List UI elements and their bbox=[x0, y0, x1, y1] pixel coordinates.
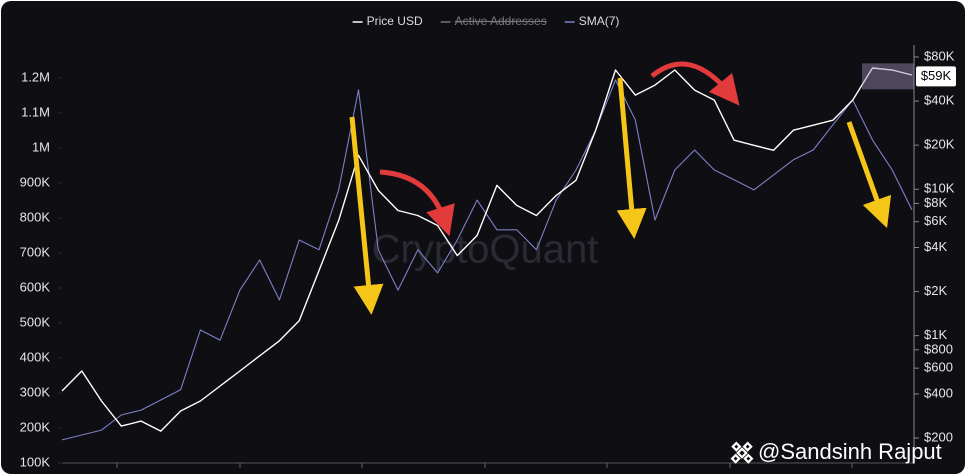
y-tick-label: 1.2M bbox=[21, 69, 50, 84]
y-tick-label: 200K bbox=[20, 419, 51, 434]
red-arrow bbox=[650, 61, 740, 106]
watermark: CryptoQuant bbox=[372, 228, 599, 272]
yellow-arrow bbox=[616, 77, 647, 239]
yellow-arrow bbox=[349, 116, 384, 315]
y2-tick-label: $2K bbox=[924, 283, 947, 298]
y2-tick-label: $8K bbox=[924, 195, 947, 210]
y-tick-label: 900K bbox=[20, 174, 51, 189]
credit-text: @Sandsinh Rajput bbox=[758, 439, 942, 464]
y2-tick-label: $80K bbox=[924, 48, 955, 63]
y-tick-label: 400K bbox=[20, 349, 51, 364]
y2-tick-label: $40K bbox=[924, 93, 955, 108]
series-line bbox=[61, 67, 913, 432]
y2-tick-label: $4K bbox=[924, 239, 947, 254]
plot-area: 100K 200K 300K 400K 500K 600K 700K 800K 900K 1M 1.… bbox=[20, 48, 955, 469]
yellow-arrow bbox=[846, 121, 892, 229]
y2-tick-label: $10K bbox=[924, 181, 955, 196]
y2-tick-label: $800 bbox=[924, 341, 953, 356]
annotations bbox=[349, 61, 892, 315]
price-highlight bbox=[862, 63, 914, 90]
red-arrow bbox=[379, 169, 455, 237]
y2-tick-label: $1K bbox=[924, 327, 947, 342]
logo-icon bbox=[730, 441, 754, 464]
y-tick-label: 100K bbox=[20, 454, 51, 469]
x-axis-ticks bbox=[116, 463, 853, 468]
legend: Price USD Active Addresses SMA(7) bbox=[352, 14, 620, 28]
y-tick-label: 800K bbox=[20, 209, 51, 224]
y-tick-label: 500K bbox=[20, 314, 51, 329]
y-tick-label: 1.1M bbox=[21, 104, 50, 119]
y-tick-label: 700K bbox=[20, 244, 51, 259]
y2-tick-label: $600 bbox=[924, 360, 953, 375]
legend-label: SMA(7) bbox=[579, 14, 620, 28]
legend-label: Active Addresses bbox=[455, 14, 547, 28]
y2-tick-label: $20K bbox=[924, 137, 955, 152]
credit: @Sandsinh Rajput bbox=[730, 439, 942, 464]
legend-label: Price USD bbox=[367, 14, 423, 28]
y2-tick-label: $400 bbox=[924, 385, 953, 400]
legend-item: SMA(7) bbox=[564, 14, 620, 28]
price-label-box bbox=[916, 66, 956, 87]
y2-tick-label: $200 bbox=[924, 429, 953, 444]
price-label: $59K bbox=[921, 68, 952, 83]
legend-item: Price USD bbox=[352, 14, 423, 28]
y-tick-label: 1M bbox=[32, 139, 50, 154]
y2-tick-label: $6K bbox=[924, 213, 947, 228]
y-tick-label: 300K bbox=[20, 384, 51, 399]
legend-item: Active Addresses bbox=[440, 14, 547, 28]
series-line bbox=[61, 79, 913, 441]
y-tick-label: 600K bbox=[20, 279, 51, 294]
